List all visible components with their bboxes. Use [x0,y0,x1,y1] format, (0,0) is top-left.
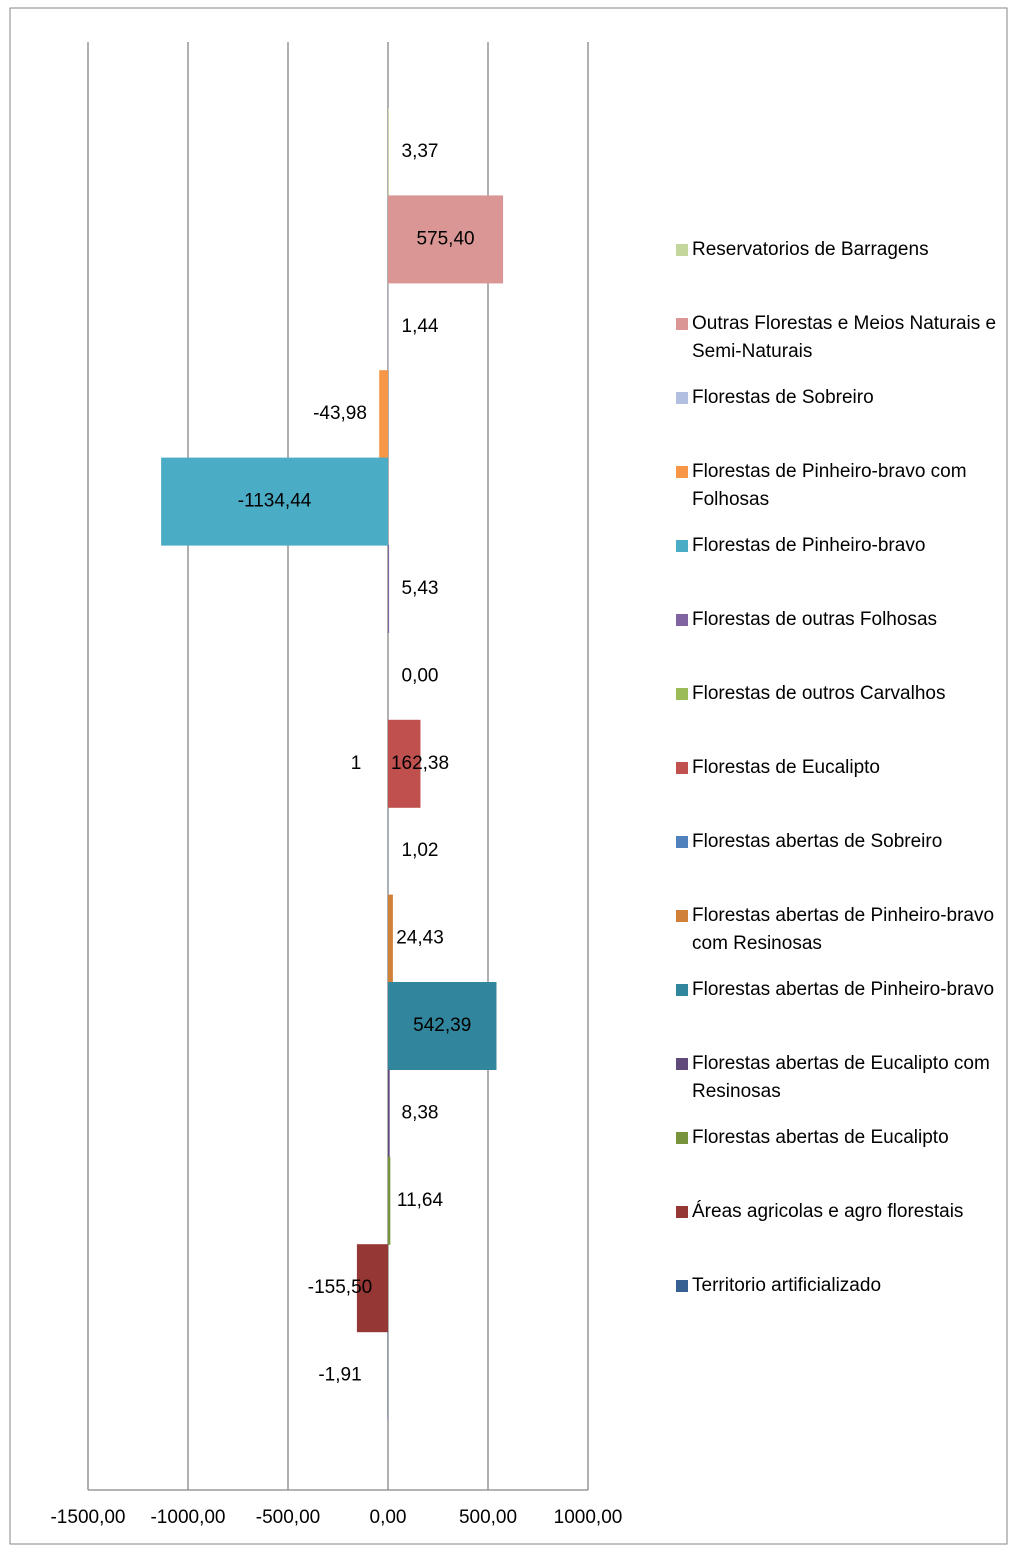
legend-swatch [676,836,688,848]
data-label: 3,37 [402,141,439,162]
legend-swatch [676,762,688,774]
legend-swatch [676,244,688,256]
legend-label: Florestas de outras Folhosas [692,609,937,630]
x-tick-label: 0,00 [370,1507,407,1528]
legend-label: Áreas agricolas e agro florestais [692,1201,963,1222]
legend-line: Resinosas [692,1081,781,1102]
data-label: 8,38 [402,1102,439,1123]
data-label: 0,00 [402,665,439,686]
data-label: -1,91 [318,1365,361,1386]
legend-swatch [676,540,688,552]
data-label: 1,44 [402,316,439,337]
legend-label: Florestas abertas de Sobreiro [692,831,942,852]
x-tick-label: -1000,00 [150,1507,225,1528]
legend-label: Florestas de Pinheiro-bravo [692,535,925,556]
legend-swatch [676,392,688,404]
legend-swatch [676,910,688,922]
legend-swatch [676,614,688,626]
legend-swatch [676,688,688,700]
legend-label: Florestas de outros Carvalhos [692,683,945,704]
legend-line: com Resinosas [692,933,822,954]
legend-line: Folhosas [692,489,769,510]
data-label: 542,39 [413,1015,471,1036]
data-label: -155,50 [308,1277,372,1298]
legend-swatch [676,1280,688,1292]
data-label: 575,40 [416,228,474,249]
data-label: 11,64 [397,1190,444,1211]
bar [388,108,389,196]
legend-swatch [676,984,688,996]
data-label: -1134,44 [238,491,312,512]
x-tick-label: 500,00 [459,1507,517,1528]
legend-line: Semi-Naturais [692,341,812,362]
data-label: 24,43 [396,928,444,949]
data-label: 1,02 [402,840,439,861]
data-label: -43,98 [313,403,367,424]
legend-swatch [676,318,688,330]
legend-line: Florestas abertas de Eucalipto com [692,1053,990,1074]
legend-label: Territorio artificializado [692,1275,881,1296]
legend-line: Outras Florestas e Meios Naturais e [692,313,996,334]
data-label: 5,43 [402,578,439,599]
legend-label: Florestas de Eucalipto [692,757,880,778]
bar [388,1157,390,1245]
legend-label: Florestas abertas de Eucalipto [692,1127,949,1148]
bar [388,1069,390,1157]
bar [379,370,388,458]
legend-line: Florestas abertas de Pinheiro-bravo [692,905,994,926]
legend-swatch [676,1132,688,1144]
legend-swatch [676,1058,688,1070]
annotation: 1 [351,753,362,774]
x-tick-label: -500,00 [256,1507,320,1528]
legend-swatch [676,1206,688,1218]
bar [388,895,393,983]
legend-swatch [676,466,688,478]
legend-label: Reservatorios de Barragens [692,239,929,260]
data-label: 162,38 [391,753,449,774]
legend-label: Florestas abertas de Pinheiro-bravo [692,979,994,1000]
legend-label: Florestas de Sobreiro [692,387,874,408]
x-tick-label: -1500,00 [50,1507,125,1528]
bar [388,545,389,633]
x-tick-label: 1000,00 [554,1507,623,1528]
legend-line: Florestas de Pinheiro-bravo com [692,461,967,482]
